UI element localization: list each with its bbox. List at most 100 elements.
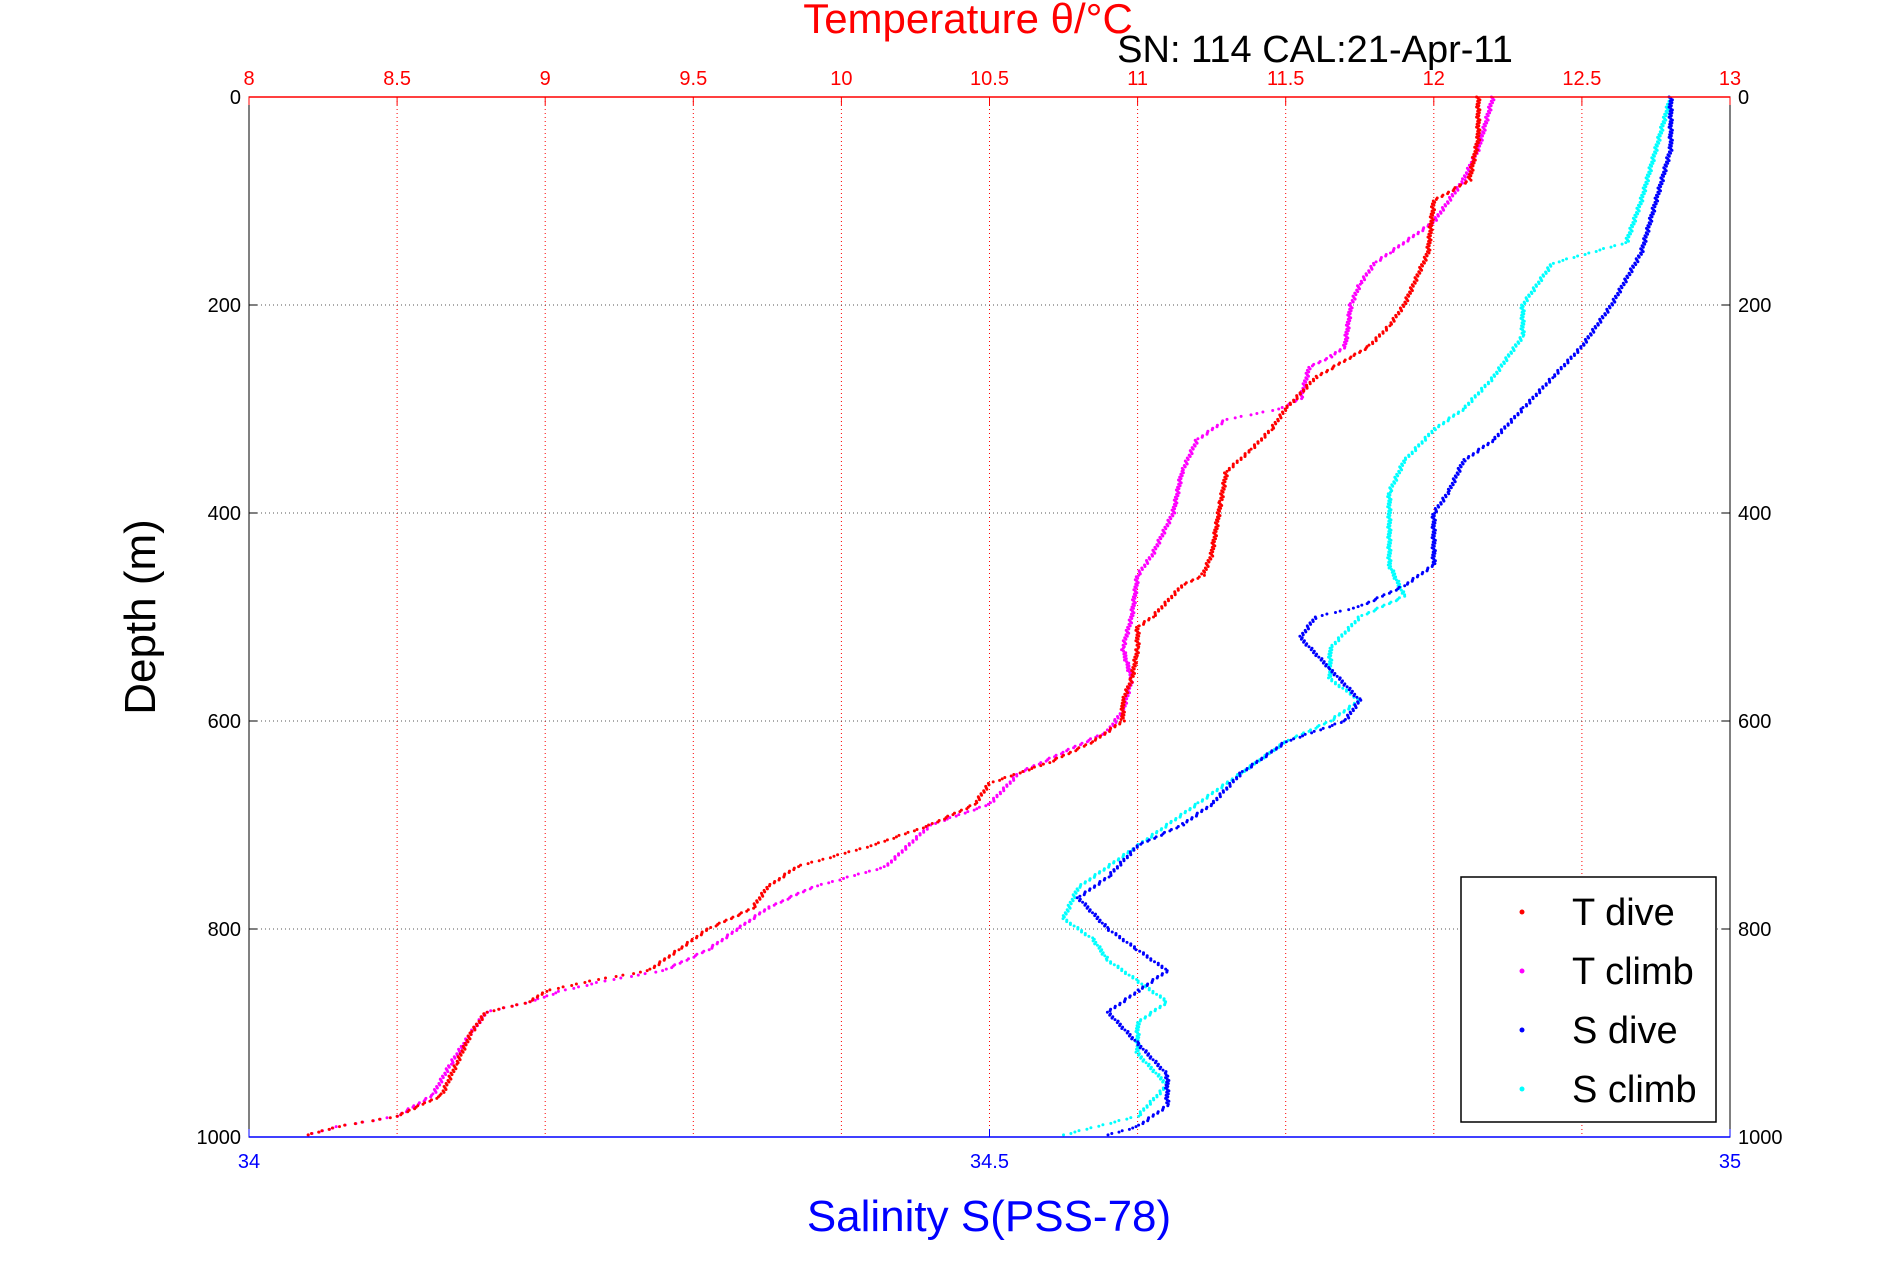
- data-point: [1601, 316, 1605, 320]
- data-point: [1403, 461, 1407, 464]
- data-point: [603, 979, 607, 983]
- data-point: [1627, 235, 1631, 239]
- data-point: [1002, 789, 1006, 793]
- data-point: [664, 967, 668, 971]
- data-point: [1080, 930, 1083, 934]
- series-t-dive: [306, 95, 1482, 1137]
- data-point: [1125, 663, 1129, 666]
- data-point: [1432, 534, 1436, 538]
- data-point: [556, 986, 560, 990]
- data-point: [1347, 322, 1351, 326]
- data-point: [444, 1088, 448, 1091]
- data-point: [1521, 315, 1525, 319]
- data-point: [1136, 576, 1140, 580]
- data-point: [1134, 657, 1138, 661]
- tick-label-top: 10: [830, 68, 852, 90]
- data-point: [1481, 446, 1485, 450]
- data-point: [1651, 161, 1655, 165]
- data-point: [1221, 495, 1225, 499]
- data-point: [1660, 182, 1664, 186]
- data-point: [588, 979, 592, 983]
- data-point: [1166, 1082, 1170, 1085]
- data-point: [1664, 118, 1668, 122]
- data-point: [1253, 446, 1257, 450]
- data-point: [1140, 982, 1144, 986]
- data-point: [1538, 391, 1542, 395]
- data-point: [667, 955, 671, 959]
- data-point: [1143, 1016, 1147, 1020]
- data-point: [1097, 946, 1101, 950]
- data-point: [903, 832, 907, 836]
- data-point: [1118, 722, 1122, 726]
- data-point: [469, 1033, 473, 1036]
- data-point: [1194, 814, 1198, 818]
- data-point: [1125, 1117, 1129, 1121]
- data-point: [897, 833, 901, 837]
- data-point: [1087, 909, 1091, 913]
- data-point: [1137, 1053, 1140, 1057]
- data-point: [943, 817, 947, 821]
- data-point: [1463, 181, 1467, 185]
- data-point: [1351, 300, 1355, 304]
- data-point: [1117, 1130, 1121, 1134]
- data-point: [1342, 719, 1346, 723]
- data-point: [1048, 761, 1052, 765]
- data-point: [645, 969, 649, 973]
- data-point: [954, 814, 958, 818]
- data-point: [1155, 831, 1158, 835]
- data-point: [1289, 403, 1292, 406]
- data-point: [1136, 1028, 1140, 1032]
- data-point: [1670, 141, 1674, 145]
- data-point: [1136, 651, 1140, 655]
- data-point: [1190, 579, 1193, 583]
- data-point: [1315, 376, 1319, 380]
- tick-label-left: 200: [208, 295, 241, 317]
- data-point: [1478, 144, 1482, 148]
- data-point: [1461, 462, 1465, 466]
- data-point: [1430, 221, 1434, 225]
- tick-label-right: 800: [1738, 919, 1771, 941]
- data-point: [1429, 231, 1433, 235]
- data-point: [1102, 868, 1106, 872]
- data-point: [1180, 585, 1184, 589]
- data-point: [1365, 602, 1369, 606]
- data-point: [1264, 755, 1268, 759]
- data-point: [1221, 490, 1225, 494]
- data-point: [1130, 621, 1134, 625]
- data-point: [1503, 426, 1507, 430]
- data-point: [1153, 551, 1157, 555]
- data-point: [1477, 111, 1481, 115]
- data-point: [1644, 185, 1648, 189]
- data-point: [1312, 651, 1315, 655]
- data-point: [768, 884, 771, 888]
- data-point: [632, 972, 636, 976]
- data-point: [480, 1018, 484, 1022]
- data-point: [1374, 339, 1378, 343]
- data-point: [1091, 939, 1095, 943]
- data-point: [1428, 234, 1432, 238]
- data-point: [836, 853, 840, 857]
- data-point: [654, 970, 658, 974]
- data-point: [1130, 680, 1134, 684]
- data-point: [1349, 712, 1353, 716]
- data-point: [1394, 578, 1398, 582]
- data-point: [317, 1130, 321, 1134]
- data-point: [1463, 175, 1467, 179]
- data-point: [1117, 1119, 1121, 1122]
- data-point: [1478, 128, 1482, 132]
- data-point: [1307, 645, 1311, 649]
- data-point: [1551, 261, 1555, 265]
- data-point: [612, 978, 616, 981]
- data-point: [1122, 719, 1126, 723]
- data-point: [1135, 591, 1139, 595]
- data-point: [406, 1110, 410, 1114]
- data-point: [1139, 842, 1143, 846]
- data-point: [1101, 732, 1105, 736]
- data-point: [725, 936, 729, 940]
- data-point: [1491, 440, 1495, 444]
- data-point: [1088, 888, 1091, 892]
- data-point: [1523, 302, 1527, 306]
- data-point: [985, 787, 989, 791]
- data-point: [1095, 943, 1099, 947]
- data-point: [1475, 144, 1479, 148]
